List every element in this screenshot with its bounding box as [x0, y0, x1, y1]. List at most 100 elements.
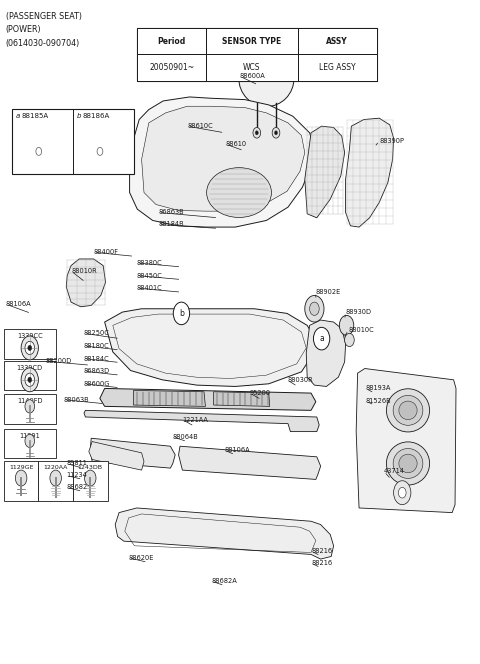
Text: 88250C: 88250C: [84, 330, 110, 337]
Bar: [4, 429, 56, 458]
Polygon shape: [214, 392, 270, 406]
Text: 88185A: 88185A: [22, 113, 49, 119]
Text: 89811: 89811: [66, 460, 87, 467]
Polygon shape: [100, 388, 316, 410]
Text: 43714: 43714: [384, 468, 405, 475]
Text: 88620E: 88620E: [129, 554, 154, 561]
Circle shape: [310, 302, 319, 315]
Polygon shape: [66, 259, 106, 307]
Circle shape: [28, 345, 32, 351]
Polygon shape: [306, 320, 346, 386]
Text: 88600G: 88600G: [84, 380, 110, 387]
Bar: [4, 461, 38, 501]
Text: 88030R: 88030R: [287, 376, 313, 383]
Polygon shape: [179, 446, 321, 479]
Ellipse shape: [386, 388, 430, 432]
Polygon shape: [115, 508, 334, 559]
Text: 88193A: 88193A: [366, 385, 391, 392]
Circle shape: [15, 470, 27, 486]
Text: 88064B: 88064B: [173, 434, 199, 440]
Text: 1140FD: 1140FD: [17, 398, 43, 404]
Text: LEG ASSY: LEG ASSY: [319, 63, 356, 72]
Text: SENSOR TYPE: SENSOR TYPE: [222, 37, 282, 46]
Text: 86863D: 86863D: [84, 368, 110, 374]
Text: 88610: 88610: [226, 141, 247, 147]
Circle shape: [275, 131, 277, 135]
Circle shape: [36, 147, 42, 155]
Circle shape: [25, 434, 35, 448]
Text: 88930D: 88930D: [346, 309, 372, 315]
Bar: [137, 28, 206, 54]
Text: 88216: 88216: [311, 560, 332, 566]
Text: 88600A: 88600A: [240, 73, 266, 80]
Text: 88610C: 88610C: [187, 123, 213, 129]
Text: 88902E: 88902E: [316, 289, 341, 295]
Polygon shape: [130, 97, 314, 227]
Text: 88390P: 88390P: [379, 137, 404, 144]
Bar: [298, 54, 377, 81]
Ellipse shape: [206, 167, 272, 218]
Circle shape: [305, 295, 324, 322]
Circle shape: [398, 487, 406, 498]
Bar: [137, 54, 206, 81]
Text: 88106A: 88106A: [225, 447, 250, 454]
Text: 95200: 95200: [250, 390, 271, 396]
Polygon shape: [133, 390, 205, 406]
Ellipse shape: [393, 449, 423, 478]
Circle shape: [25, 341, 35, 355]
Polygon shape: [90, 438, 175, 468]
Text: (POWER): (POWER): [6, 25, 41, 35]
Circle shape: [50, 470, 61, 486]
Bar: [73, 461, 108, 501]
Text: a: a: [16, 113, 20, 119]
Circle shape: [255, 131, 258, 135]
Circle shape: [21, 336, 38, 360]
Text: 88184B: 88184B: [158, 221, 184, 228]
Bar: [137, 28, 377, 81]
Text: 1129GE: 1129GE: [9, 465, 34, 471]
Text: 88380C: 88380C: [137, 260, 163, 266]
Text: 88200D: 88200D: [46, 358, 72, 365]
Polygon shape: [142, 106, 305, 211]
Text: 88682: 88682: [66, 484, 87, 491]
Bar: [4, 329, 56, 359]
Bar: [298, 28, 377, 54]
Circle shape: [173, 302, 190, 325]
Ellipse shape: [393, 395, 423, 425]
Ellipse shape: [399, 454, 417, 473]
Bar: [206, 28, 298, 54]
Text: 1220AA: 1220AA: [44, 465, 68, 471]
Text: 88010C: 88010C: [348, 327, 374, 333]
Polygon shape: [105, 309, 316, 386]
Text: 88184C: 88184C: [84, 355, 110, 362]
Circle shape: [313, 327, 330, 350]
Text: 88450C: 88450C: [137, 272, 163, 279]
Circle shape: [21, 368, 38, 392]
Polygon shape: [305, 126, 345, 218]
Ellipse shape: [239, 50, 294, 106]
Text: 81526B: 81526B: [366, 398, 391, 404]
Text: WCS: WCS: [243, 63, 261, 72]
Bar: [4, 361, 56, 390]
Text: b: b: [77, 113, 82, 119]
Text: 1221AA: 1221AA: [182, 416, 208, 423]
Text: ASSY: ASSY: [326, 37, 348, 46]
Text: 88106A: 88106A: [6, 301, 31, 307]
Text: Period: Period: [157, 37, 186, 46]
Bar: [12, 109, 134, 174]
Text: 88180C: 88180C: [84, 343, 110, 349]
Text: 11291: 11291: [19, 433, 40, 439]
Circle shape: [339, 315, 354, 335]
Text: 1339CD: 1339CD: [17, 365, 43, 371]
Text: 88186A: 88186A: [83, 113, 110, 119]
Circle shape: [272, 127, 280, 138]
Text: 88401C: 88401C: [137, 285, 163, 291]
Text: (0614030-090704): (0614030-090704): [6, 39, 80, 48]
Circle shape: [25, 373, 35, 386]
Ellipse shape: [399, 401, 417, 420]
Text: 88682A: 88682A: [211, 578, 237, 584]
Text: 11234: 11234: [66, 472, 87, 479]
Circle shape: [253, 127, 261, 138]
Circle shape: [84, 470, 96, 486]
Polygon shape: [89, 442, 144, 470]
